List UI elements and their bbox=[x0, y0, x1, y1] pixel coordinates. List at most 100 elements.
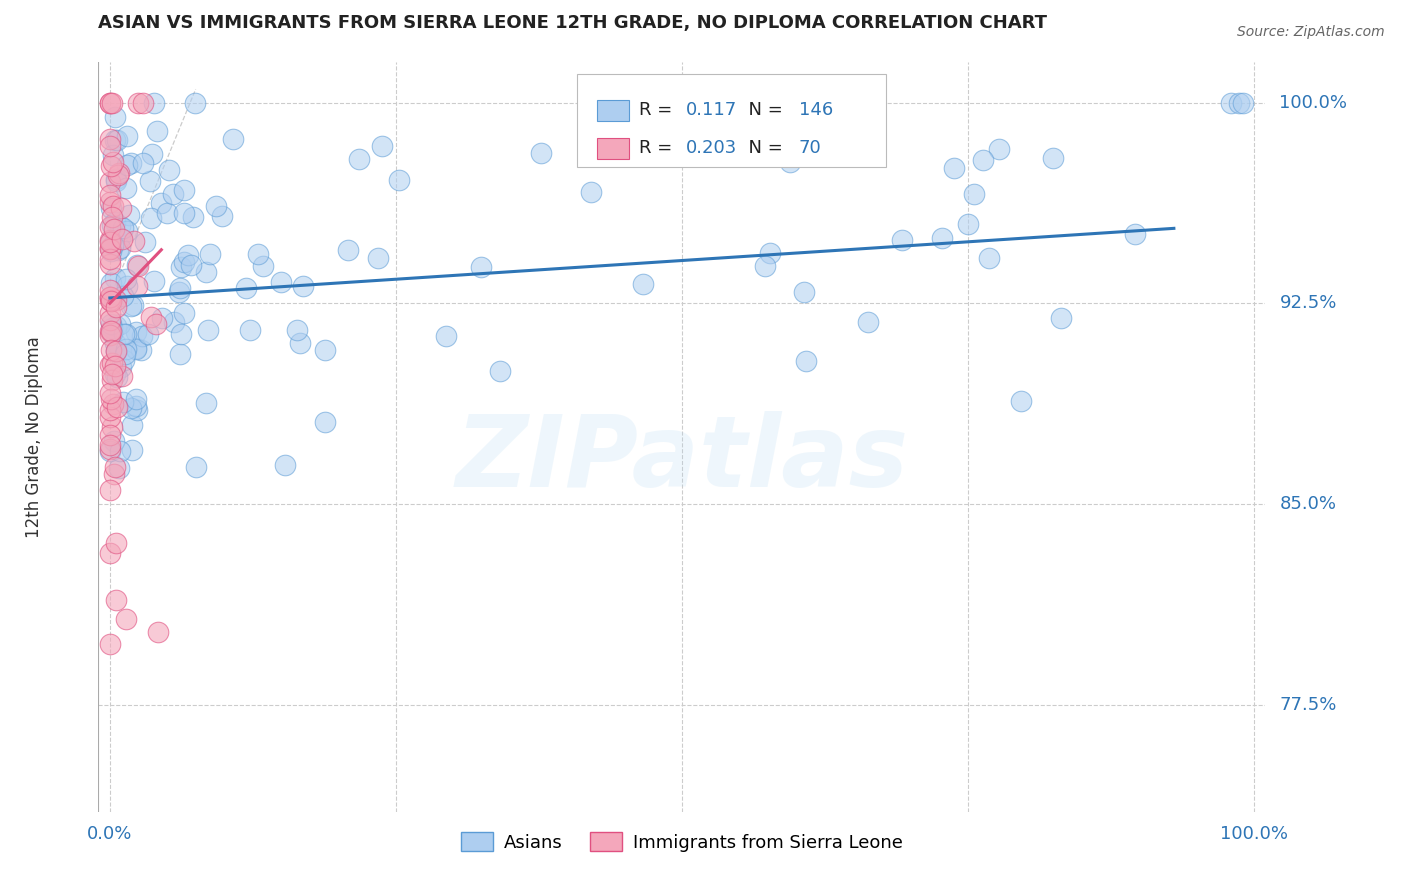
Point bbox=[103, 434, 125, 448]
Point bbox=[98, 139, 121, 153]
Point bbox=[631, 277, 654, 291]
Point bbox=[98, 325, 121, 339]
Point bbox=[101, 155, 124, 169]
Point bbox=[98, 95, 121, 110]
Point bbox=[489, 364, 512, 378]
Point bbox=[115, 612, 138, 626]
Point bbox=[100, 419, 122, 434]
Point bbox=[287, 323, 309, 337]
Point bbox=[111, 369, 134, 384]
Point bbox=[104, 270, 127, 285]
Point bbox=[388, 173, 411, 187]
Text: 100.0%: 100.0% bbox=[1279, 94, 1347, 112]
Point bbox=[581, 185, 603, 199]
Point bbox=[1010, 393, 1032, 408]
Point bbox=[246, 246, 269, 260]
Point bbox=[977, 251, 1000, 265]
Point bbox=[963, 186, 986, 201]
Text: N =: N = bbox=[737, 101, 789, 120]
Point bbox=[100, 294, 122, 309]
Text: 0.0%: 0.0% bbox=[87, 825, 132, 843]
Point bbox=[162, 187, 184, 202]
Point bbox=[125, 279, 148, 293]
Point bbox=[169, 347, 191, 361]
Point bbox=[157, 162, 180, 177]
Point bbox=[111, 232, 134, 246]
Point bbox=[1050, 310, 1073, 325]
Point bbox=[103, 397, 125, 411]
Point bbox=[101, 326, 124, 340]
Point bbox=[173, 306, 195, 320]
Point bbox=[104, 300, 127, 314]
Point bbox=[141, 146, 163, 161]
Point bbox=[470, 260, 492, 274]
Point bbox=[124, 392, 146, 406]
Point bbox=[120, 299, 142, 313]
Point bbox=[127, 95, 149, 110]
Point bbox=[98, 194, 121, 209]
Point bbox=[114, 347, 136, 361]
Point bbox=[127, 259, 149, 273]
Point bbox=[794, 354, 817, 368]
Point bbox=[988, 142, 1011, 156]
Point bbox=[108, 240, 131, 254]
Point bbox=[163, 315, 186, 329]
Point bbox=[117, 129, 139, 144]
Point bbox=[120, 401, 142, 415]
Point bbox=[146, 124, 169, 138]
Point bbox=[104, 344, 127, 359]
Point bbox=[972, 153, 994, 167]
Text: 12th Grade, No Diploma: 12th Grade, No Diploma bbox=[25, 336, 44, 538]
Point bbox=[98, 234, 121, 248]
Point bbox=[145, 317, 167, 331]
Point bbox=[101, 218, 124, 232]
Point bbox=[125, 399, 148, 413]
Point bbox=[104, 133, 127, 147]
Point bbox=[314, 343, 336, 357]
Point bbox=[890, 233, 912, 247]
Point bbox=[98, 402, 121, 417]
Point bbox=[103, 467, 125, 481]
Point bbox=[100, 444, 122, 458]
Point bbox=[222, 132, 245, 146]
Point bbox=[121, 442, 143, 457]
Text: R =: R = bbox=[638, 139, 678, 157]
Point bbox=[98, 546, 121, 560]
Point bbox=[110, 318, 132, 332]
Point bbox=[134, 235, 156, 249]
Point bbox=[98, 95, 121, 110]
Point bbox=[104, 215, 127, 229]
Text: ZIPatlas: ZIPatlas bbox=[456, 411, 908, 508]
Point bbox=[104, 359, 127, 374]
Point bbox=[98, 283, 121, 297]
Text: Source: ZipAtlas.com: Source: ZipAtlas.com bbox=[1237, 25, 1385, 39]
Text: 0.203: 0.203 bbox=[685, 139, 737, 157]
Point bbox=[101, 95, 124, 110]
Point bbox=[205, 199, 228, 213]
Legend: Asians, Immigrants from Sierra Leone: Asians, Immigrants from Sierra Leone bbox=[454, 825, 910, 859]
Point bbox=[371, 138, 394, 153]
Point bbox=[108, 461, 131, 475]
Point bbox=[142, 95, 165, 110]
Point bbox=[793, 285, 815, 300]
Point bbox=[115, 343, 138, 357]
Point bbox=[107, 244, 129, 258]
Point bbox=[104, 593, 127, 607]
Point bbox=[337, 243, 360, 257]
Point bbox=[98, 219, 121, 234]
Point bbox=[270, 276, 292, 290]
Point bbox=[101, 238, 124, 252]
Point bbox=[112, 289, 135, 303]
Point bbox=[125, 258, 148, 272]
Point bbox=[100, 276, 122, 290]
Point bbox=[290, 335, 312, 350]
Point bbox=[173, 183, 195, 197]
Point bbox=[314, 415, 336, 429]
Point bbox=[1232, 95, 1254, 110]
Point bbox=[754, 259, 776, 273]
Point bbox=[752, 138, 775, 153]
Point bbox=[104, 343, 127, 358]
Point bbox=[98, 242, 121, 256]
Point bbox=[170, 260, 193, 275]
Point bbox=[100, 343, 122, 358]
